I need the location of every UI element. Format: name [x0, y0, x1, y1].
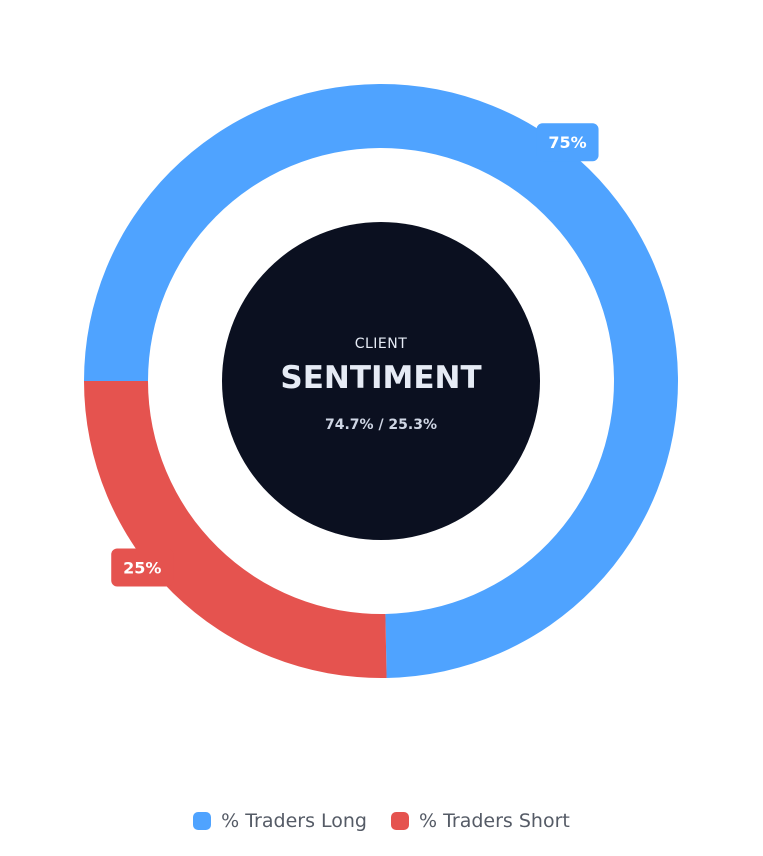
slice-traders-short[interactable]	[84, 381, 387, 678]
data-label-long: 75%	[536, 123, 599, 162]
legend-item-long[interactable]: % Traders Long	[193, 810, 367, 832]
legend-label-long: % Traders Long	[221, 810, 367, 832]
center-small-label: CLIENT	[355, 336, 408, 352]
legend-item-short[interactable]: % Traders Short	[390, 810, 570, 832]
center-disc	[222, 222, 540, 540]
center-big-label: SENTIMENT	[280, 360, 481, 396]
legend-swatch-long	[193, 812, 212, 830]
center-ratio-label: 74.7% / 25.3%	[325, 417, 437, 433]
data-label-badge	[111, 548, 174, 587]
legend-label-short: % Traders Short	[418, 810, 570, 832]
legend-swatch-short	[390, 812, 409, 830]
slices-layer	[84, 84, 679, 678]
data-label-badge	[536, 123, 599, 162]
data-label-short: 25%	[111, 548, 174, 587]
legend: % Traders Long % Traders Short	[0, 810, 763, 832]
labels-layer: 75% 25%	[111, 123, 599, 587]
data-label-text: 75%	[548, 133, 586, 152]
data-label-text: 25%	[123, 559, 161, 578]
